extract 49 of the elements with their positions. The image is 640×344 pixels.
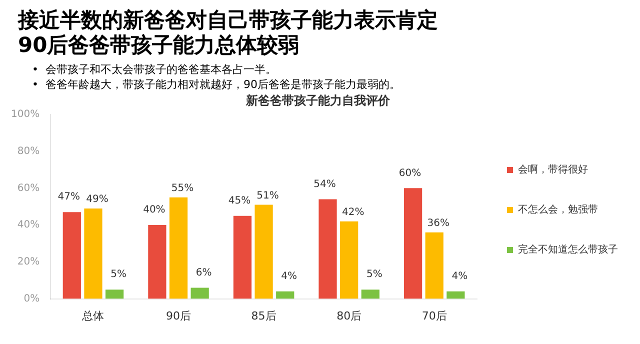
data-label: 36% — [427, 218, 450, 230]
bar — [169, 197, 188, 299]
data-label: 54% — [314, 178, 336, 190]
data-label: 49% — [86, 194, 108, 206]
x-tick-label: 70后 — [422, 309, 447, 322]
bar — [148, 225, 166, 299]
bar — [318, 199, 337, 299]
bar — [254, 204, 273, 299]
bar — [340, 221, 358, 299]
y-tick-label: 40% — [17, 220, 40, 231]
data-label: 4% — [452, 271, 468, 282]
y-tick-label: 80% — [17, 146, 40, 157]
text: • 爸爸年龄越大，带孩子能力相对就越好，90后爸爸是带孩子能力最弱的。 — [32, 77, 402, 92]
x-tick-label: 85后 — [251, 309, 276, 322]
bar — [361, 290, 380, 299]
text: 90后爸爸带孩子能力总体较弱 — [18, 33, 300, 58]
x-tick-label: 80后 — [336, 309, 362, 322]
text: • 会带孩子和不太会带孩子的爸爸基本各占一半。 — [32, 62, 278, 77]
bar — [446, 291, 465, 299]
x-tick-label: 90后 — [166, 309, 192, 322]
bar — [62, 212, 81, 299]
data-label: 51% — [256, 190, 279, 202]
bar — [404, 188, 422, 299]
bar — [276, 291, 294, 299]
data-label: 5% — [366, 269, 382, 280]
bar — [105, 290, 124, 299]
text: 接近半数的新爸爸对自己带孩子能力表示肯定 — [18, 8, 439, 33]
data-label: 47% — [58, 192, 80, 203]
data-label: 6% — [196, 267, 212, 278]
data-label: 55% — [171, 182, 194, 194]
legend-label: 会啊，带得很好 — [518, 164, 588, 176]
y-tick-label: 60% — [17, 182, 40, 194]
x-tick-label: 总体 — [81, 309, 104, 322]
data-label: 45% — [228, 195, 251, 206]
chart-title: 新爸爸带孩子能力自我评价 — [245, 93, 391, 108]
data-label: 42% — [342, 206, 364, 218]
data-label: 5% — [110, 269, 126, 280]
bar — [233, 216, 252, 299]
legend-label: 不怎么会，勉强带 — [518, 204, 598, 216]
legend-label: 完全不知道怎么带孩子 — [518, 244, 618, 256]
bar — [425, 232, 444, 299]
data-label: 4% — [281, 271, 298, 282]
bar — [84, 208, 102, 299]
y-tick-label: 20% — [17, 256, 40, 268]
data-label: 40% — [143, 204, 166, 216]
y-tick-label: 0% — [24, 293, 40, 304]
data-label: 60% — [398, 168, 422, 179]
bar — [190, 288, 209, 299]
y-tick-label: 100% — [10, 108, 40, 120]
